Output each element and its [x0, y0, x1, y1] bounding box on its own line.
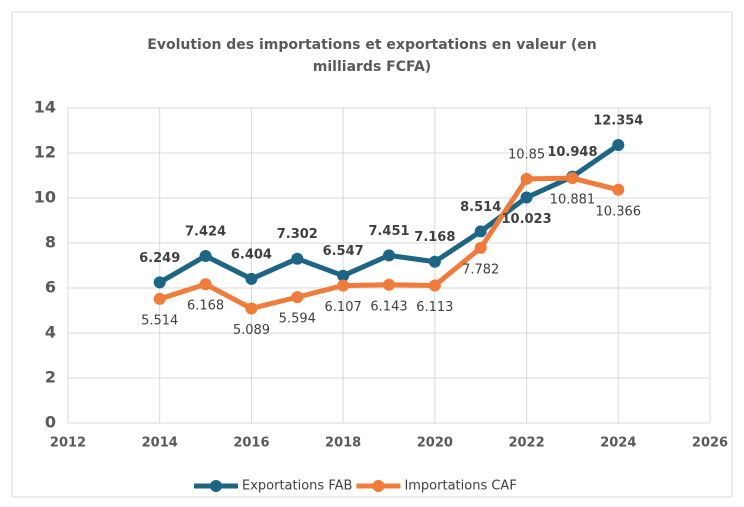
y-tick-label: 4: [45, 323, 56, 342]
data-label: 5.514: [141, 313, 178, 328]
data-point: [199, 249, 212, 262]
legend-marker: [210, 480, 222, 492]
data-label: 8.514: [460, 200, 501, 215]
data-label: 7.782: [462, 262, 499, 277]
y-tick-label: 14: [34, 98, 56, 117]
legend-marker: [372, 480, 385, 492]
data-point: [612, 139, 625, 152]
y-tick-label: 0: [45, 413, 56, 432]
data-point: [291, 291, 304, 304]
data-point: [428, 279, 441, 292]
x-tick-label: 2026: [692, 436, 728, 451]
data-point: [428, 255, 441, 268]
y-tick-label: 12: [34, 143, 56, 162]
data-point: [474, 241, 487, 254]
x-tick-label: 2014: [142, 436, 178, 451]
data-label: 10.948: [547, 145, 597, 160]
data-label: 10.85: [508, 147, 545, 162]
x-tick-label: 2012: [50, 436, 86, 451]
data-label: 12.354: [593, 114, 643, 129]
legend-label: Importations CAF: [404, 479, 516, 494]
data-point: [291, 252, 304, 265]
data-label: 7.168: [414, 230, 455, 245]
x-tick-label: 2018: [325, 436, 361, 451]
x-tick-label: 2022: [508, 436, 544, 451]
data-point: [612, 183, 625, 196]
data-point: [245, 302, 258, 315]
data-label: 7.451: [368, 224, 409, 239]
x-tick-label: 2020: [417, 436, 453, 451]
data-label: 5.089: [233, 323, 270, 338]
data-point: [245, 272, 258, 285]
data-label: 6.547: [323, 244, 364, 259]
y-tick-label: 10: [34, 188, 56, 207]
data-point: [520, 172, 533, 185]
data-point: [337, 279, 350, 292]
data-label: 7.302: [277, 227, 318, 242]
data-point: [520, 191, 533, 204]
data-label: 10.366: [596, 204, 642, 219]
data-label: 6.168: [187, 299, 224, 314]
data-point: [337, 269, 350, 282]
data-label: 6.107: [325, 300, 362, 315]
data-label: 5.594: [279, 312, 316, 327]
data-point: [566, 172, 579, 185]
chart-frame: [11, 11, 733, 498]
data-point: [153, 292, 166, 305]
x-tick-label: 2024: [600, 436, 636, 451]
data-label: 6.143: [370, 299, 407, 314]
x-tick-label: 2016: [233, 436, 269, 451]
data-point: [199, 278, 212, 291]
y-tick-label: 2: [45, 368, 56, 387]
data-label: 6.249: [139, 251, 180, 266]
data-point: [383, 249, 395, 262]
data-point: [474, 225, 487, 238]
data-label: 6.404: [231, 247, 272, 262]
y-tick-label: 6: [45, 278, 56, 297]
data-label: 7.424: [185, 224, 226, 239]
data-label: 10.023: [501, 212, 551, 227]
chart-title: Evolution des importations et exportatio…: [147, 37, 597, 75]
legend-label: Exportations FAB: [242, 479, 352, 494]
data-point: [153, 276, 166, 289]
data-label: 6.113: [416, 300, 453, 315]
data-label: 10.881: [550, 193, 596, 208]
data-point: [383, 278, 395, 291]
y-tick-label: 8: [45, 233, 56, 252]
